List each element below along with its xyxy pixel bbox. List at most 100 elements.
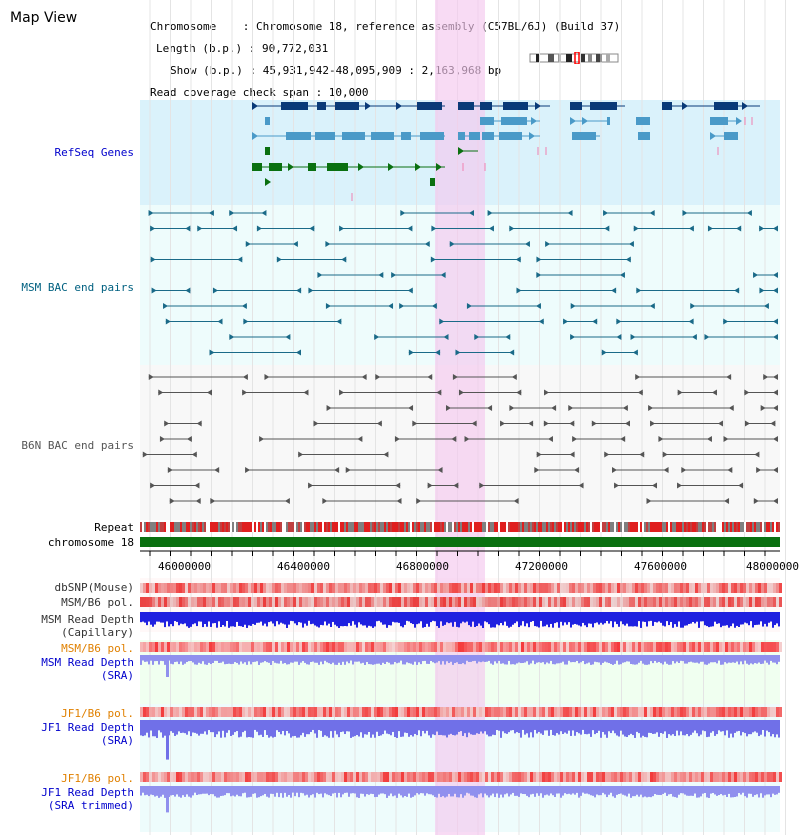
b6n-bac-end: [264, 374, 270, 380]
read-depth-bar: [496, 612, 498, 625]
read-depth-bar: [618, 612, 620, 627]
read-depth-bar: [552, 786, 554, 796]
pol-heat-cell: [758, 583, 761, 593]
read-depth-bar: [556, 786, 558, 794]
read-depth-bar: [332, 612, 334, 622]
pol-heat-cell: [746, 597, 749, 607]
pol-heat-cell: [380, 772, 383, 782]
pol-heat-cell: [266, 597, 269, 607]
read-depth-bar: [170, 655, 172, 664]
read-depth-bar: [748, 612, 750, 626]
read-depth-bar: [588, 612, 590, 624]
pol-heat-cell: [374, 597, 377, 607]
read-depth-bar: [722, 612, 724, 626]
read-depth-bar: [472, 655, 474, 662]
read-depth-bar: [352, 655, 354, 665]
pol-heat-cell: [458, 597, 461, 607]
msm-bac-end: [567, 210, 573, 216]
read-depth-bar: [650, 786, 652, 798]
b6n-bac-end: [738, 482, 744, 489]
read-depth-bar: [184, 720, 186, 734]
read-depth-bar: [320, 786, 322, 794]
pol-heat-cell: [491, 597, 494, 607]
b6n-bac-end: [451, 436, 457, 442]
pol-heat-cell: [692, 583, 695, 593]
pol-heat-cell: [293, 707, 296, 717]
read-depth-bar: [298, 655, 300, 665]
pol-heat-cell: [410, 642, 413, 652]
read-depth-bar: [482, 655, 484, 662]
pol-heat-cell: [185, 642, 188, 652]
pol-heat-cell: [164, 772, 167, 782]
b6n-bac-end: [663, 467, 669, 473]
pol-heat-cell: [194, 707, 197, 717]
pol-heat-cell: [779, 583, 782, 593]
read-depth-bar: [506, 786, 508, 794]
read-depth-bar: [310, 612, 312, 625]
pol-heat-cell: [494, 772, 497, 782]
pol-heat-cell: [386, 583, 389, 593]
msm-bac-end: [649, 210, 655, 216]
pol-heat-cell: [356, 583, 359, 593]
pol-heat-cell: [419, 772, 422, 782]
refseq-genes-label[interactable]: RefSeq Genes: [54, 146, 134, 159]
pol-heat-cell: [182, 772, 185, 782]
read-depth-bar: [684, 655, 686, 664]
pol-heat-cell: [236, 772, 239, 782]
repeat-block: [736, 522, 738, 532]
repeat-block: [542, 522, 544, 532]
pol-heat-cell: [614, 583, 617, 593]
read-depth-bar: [280, 655, 282, 661]
pol-heat-cell: [599, 597, 602, 607]
repeat-block: [652, 522, 654, 532]
read-depth-bar: [290, 786, 292, 798]
pol-heat-cell: [353, 772, 356, 782]
pol-heat-cell: [290, 642, 293, 652]
pol-heat-cell: [593, 642, 596, 652]
pol-heat-cell: [284, 583, 287, 593]
pol-heat-cell: [755, 597, 758, 607]
pol-heat-cell: [185, 583, 188, 593]
msm-bac-label[interactable]: MSM BAC end pairs: [21, 281, 134, 294]
read-depth-bar: [524, 612, 526, 627]
pol-heat-cell: [332, 642, 335, 652]
pol-heat-cell: [464, 597, 467, 607]
repeat-block: [390, 522, 392, 532]
read-depth-bar: [500, 786, 502, 795]
read-depth-bar: [600, 655, 602, 665]
repeat-block: [610, 522, 612, 532]
read-depth-bar: [276, 612, 278, 622]
read-depth-bar: [438, 612, 440, 628]
pol-heat-cell: [410, 583, 413, 593]
pol-heat-cell: [398, 597, 401, 607]
read-depth-bar: [236, 720, 238, 732]
repeat-block: [692, 522, 694, 532]
b6n-bac-end: [569, 451, 575, 458]
read-depth-bar: [338, 612, 340, 628]
b6n-bac-end: [711, 389, 717, 396]
pol-heat-cell: [254, 772, 257, 782]
msm-bac-end: [538, 318, 544, 325]
pol-heat-cell: [590, 597, 593, 607]
b6n-bac-label[interactable]: B6N BAC end pairs: [21, 439, 134, 452]
ideogram-position-marker: [574, 52, 580, 64]
read-depth-bar: [304, 655, 306, 663]
read-depth-bar: [470, 720, 472, 735]
pol-heat-cell: [398, 642, 401, 652]
pol-heat-cell: [596, 583, 599, 593]
read-depth-bar: [490, 655, 492, 664]
pol-heat-cell: [458, 707, 461, 717]
repeat-block: [620, 522, 622, 532]
jf1-read-depth-sra-label: JF1 Read Depth: [41, 721, 134, 734]
pol-heat-cell: [275, 707, 278, 717]
read-depth-bar: [732, 612, 734, 624]
msm-bac-end: [469, 210, 475, 216]
msm-bac-end: [165, 318, 171, 325]
read-depth-bar: [360, 786, 362, 794]
pol-heat-cell: [692, 597, 695, 607]
repeat-block: [236, 522, 238, 532]
pol-heat-cell: [683, 583, 686, 593]
read-depth-bar: [160, 612, 162, 623]
pol-heat-cell: [206, 597, 209, 607]
